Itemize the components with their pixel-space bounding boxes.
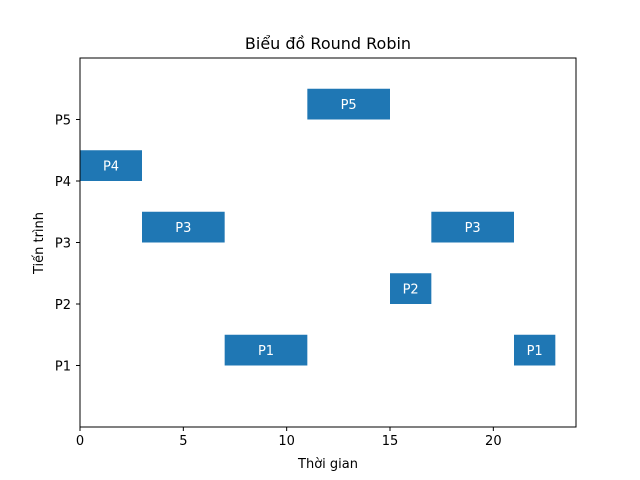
bar-label: P4 — [103, 160, 119, 175]
x-tick-label: 0 — [76, 434, 84, 449]
bar-label: P3 — [175, 221, 191, 236]
y-tick-label: P1 — [55, 360, 71, 375]
bar-label: P3 — [465, 221, 481, 236]
chart-title: Biểu đồ Round Robin — [245, 34, 411, 53]
y-axis-label: Tiến trình — [32, 212, 47, 275]
y-ticks: P1 P2 P3 P4 P5 — [55, 114, 80, 375]
bar-label: P1 — [527, 344, 543, 359]
x-tick-label: 10 — [278, 434, 295, 449]
bar-label: P1 — [258, 344, 274, 359]
bars-layer: P4 P3 P1 P5 P2 P3 P1 — [80, 88, 556, 366]
bar-p3-1 — [142, 211, 225, 243]
bar-p4-0 — [80, 150, 142, 181]
x-axis-label: Thời gian — [297, 457, 358, 472]
bar-label: P2 — [403, 283, 419, 298]
bar-p1-6 — [514, 334, 556, 366]
x-tick-label: 20 — [485, 434, 502, 449]
x-tick-label: 15 — [382, 434, 399, 449]
bar-p2-4 — [390, 273, 432, 304]
bar-p5-3 — [307, 88, 390, 120]
bar-p3-5 — [431, 211, 514, 243]
y-tick-label: P4 — [55, 175, 71, 190]
x-tick-label: 5 — [179, 434, 187, 449]
bar-p1-2 — [224, 334, 308, 366]
y-tick-label: P5 — [55, 114, 71, 129]
y-tick-label: P3 — [55, 237, 71, 252]
y-tick-label: P2 — [55, 298, 71, 313]
bar-label: P5 — [341, 98, 357, 113]
x-ticks: 0 5 10 15 20 — [76, 427, 502, 449]
